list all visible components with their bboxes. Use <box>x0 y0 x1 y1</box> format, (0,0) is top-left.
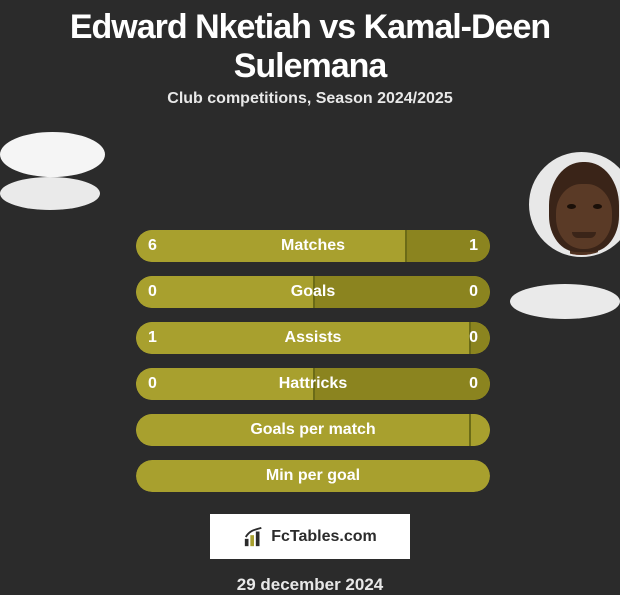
date-stamp: 29 december 2024 <box>0 559 620 595</box>
stat-bar-value-left: 0 <box>136 368 169 400</box>
stat-bar: Goals per match <box>136 414 490 446</box>
page-subtitle: Club competitions, Season 2024/2025 <box>0 90 620 132</box>
player-left-avatar-blob <box>0 132 105 177</box>
stat-bar-value-right: 0 <box>457 368 490 400</box>
page-title: Edward Nketiah vs Kamal-Deen Sulemana <box>0 0 620 90</box>
stat-bar-label: Min per goal <box>136 460 490 492</box>
stat-bar: Matches6 1 <box>136 230 490 262</box>
stat-bar-label: Matches <box>136 230 490 262</box>
player-left-avatar-blob2 <box>0 177 100 210</box>
stat-bar: Goals0 0 <box>136 276 490 308</box>
stat-bar-value-left: 0 <box>136 276 169 308</box>
player-right-avatar <box>529 152 620 257</box>
stat-bar-value-right: 0 <box>457 276 490 308</box>
stat-bar-label: Assists <box>136 322 490 354</box>
player-right-blob <box>510 284 620 319</box>
stat-bar-value-left: 6 <box>136 230 169 262</box>
stat-bar: Hattricks0 0 <box>136 368 490 400</box>
stat-bar-label: Goals <box>136 276 490 308</box>
stat-bar-label: Goals per match <box>136 414 490 446</box>
stat-bar: Min per goal <box>136 460 490 492</box>
stat-bar: Assists1 0 <box>136 322 490 354</box>
watermark-text: FcTables.com <box>271 528 377 546</box>
stat-bar-value-right: 1 <box>457 230 490 262</box>
fctables-logo-icon <box>243 526 265 548</box>
watermark: FcTables.com <box>210 514 410 559</box>
comparison-content: Matches61Goals00Assists10Hattricks00Goal… <box>0 132 620 492</box>
stat-bar-value-left: 1 <box>136 322 169 354</box>
stat-bar-value-right: 0 <box>457 322 490 354</box>
stat-bars: Matches61Goals00Assists10Hattricks00Goal… <box>136 210 490 492</box>
stat-bar-label: Hattricks <box>136 368 490 400</box>
